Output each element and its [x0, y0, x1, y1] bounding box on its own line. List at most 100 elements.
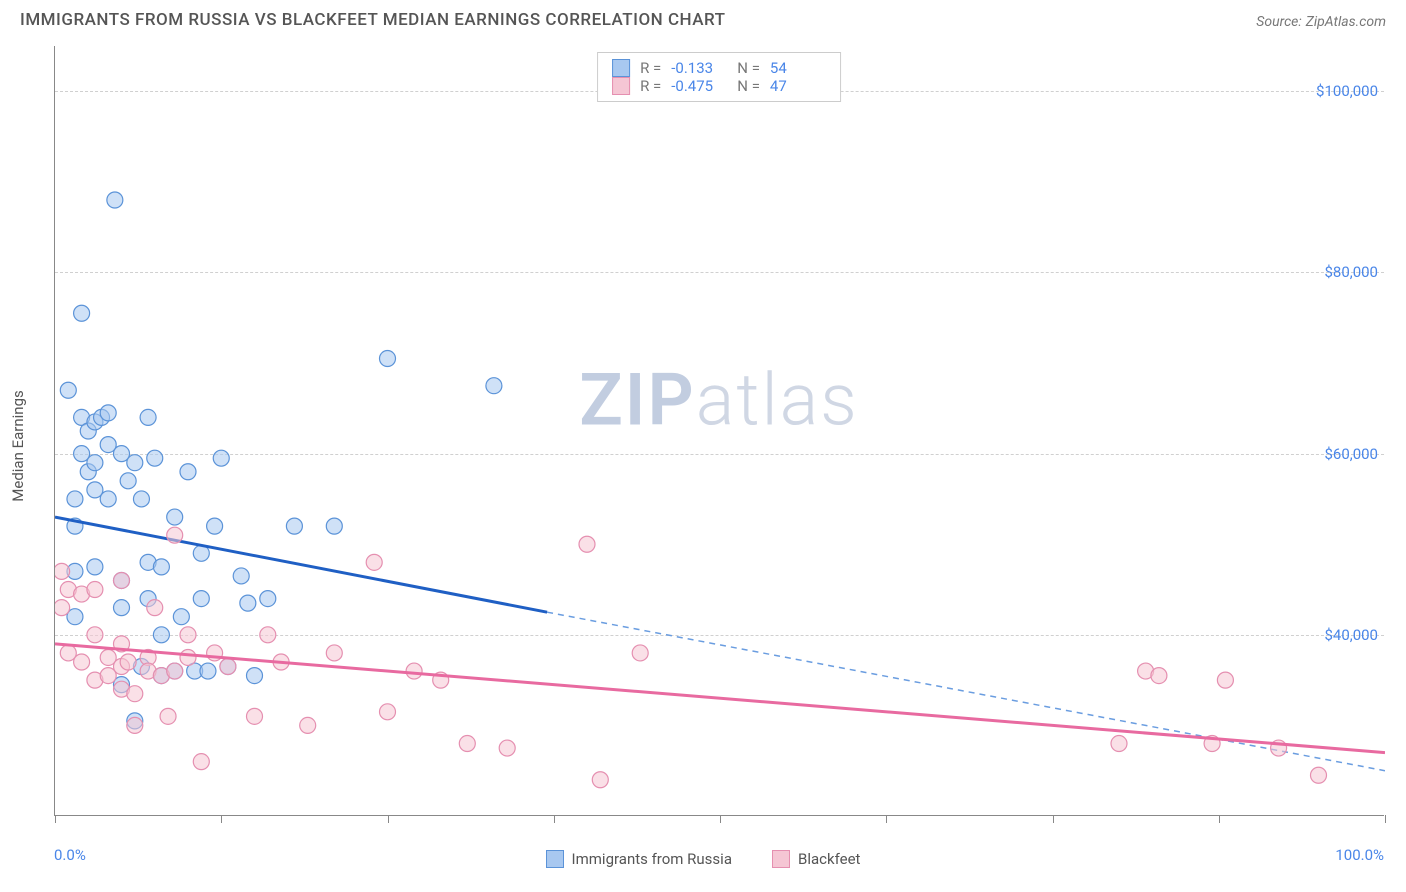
legend-n-label: N = [737, 59, 760, 77]
data-point-russia [147, 450, 163, 466]
x-tick [554, 815, 555, 823]
source-value: ZipAtlas.com [1306, 14, 1386, 30]
bottom-legend-item-blackfeet: Blackfeet [772, 850, 860, 868]
data-point-russia [180, 464, 196, 480]
data-point-russia [120, 473, 136, 489]
data-point-blackfeet [167, 663, 183, 679]
data-point-blackfeet [632, 645, 648, 661]
data-point-russia [247, 668, 263, 684]
legend-swatch [772, 850, 790, 868]
data-point-blackfeet [55, 563, 70, 579]
data-point-blackfeet [114, 572, 130, 588]
legend-r-value: -0.133 [671, 59, 727, 77]
data-point-blackfeet [326, 645, 342, 661]
x-tick [1219, 815, 1220, 823]
legend-n-value: 54 [770, 59, 826, 77]
data-point-blackfeet [180, 627, 196, 643]
data-point-blackfeet [87, 627, 103, 643]
data-point-russia [153, 627, 169, 643]
data-point-blackfeet [127, 686, 143, 702]
data-point-russia [114, 600, 130, 616]
data-point-blackfeet [579, 536, 595, 552]
x-tick [1053, 815, 1054, 823]
data-point-blackfeet [366, 554, 382, 570]
chart-title: IMMIGRANTS FROM RUSSIA VS BLACKFEET MEDI… [20, 10, 726, 30]
data-point-russia [127, 455, 143, 471]
data-point-blackfeet [300, 717, 316, 733]
data-point-blackfeet [1111, 736, 1127, 752]
data-point-blackfeet [127, 717, 143, 733]
data-point-russia [167, 509, 183, 525]
legend-r-label: R = [640, 77, 661, 95]
x-tick [1385, 815, 1386, 823]
data-point-blackfeet [1217, 672, 1233, 688]
data-point-blackfeet [592, 772, 608, 788]
data-point-russia [260, 591, 276, 607]
legend-r-value: -0.475 [671, 77, 727, 95]
x-tick [221, 815, 222, 823]
data-point-russia [100, 491, 116, 507]
data-point-blackfeet [1311, 767, 1327, 783]
data-point-russia [107, 192, 123, 208]
trend-line-dash-russia [547, 612, 1385, 771]
data-point-blackfeet [147, 600, 163, 616]
data-point-russia [67, 491, 83, 507]
x-tick [388, 815, 389, 823]
data-point-blackfeet [459, 736, 475, 752]
data-point-russia [74, 305, 90, 321]
data-point-blackfeet [87, 582, 103, 598]
legend-n-value: 47 [770, 77, 826, 95]
bottom-legend-item-russia: Immigrants from Russia [546, 850, 732, 868]
legend-swatch [546, 850, 564, 868]
data-point-russia [207, 518, 223, 534]
data-point-russia [87, 559, 103, 575]
data-point-russia [60, 382, 76, 398]
data-point-blackfeet [247, 708, 263, 724]
legend-label: Blackfeet [798, 850, 860, 868]
source-label: Source: [1256, 14, 1301, 30]
data-point-russia [140, 409, 156, 425]
data-point-blackfeet [167, 527, 183, 543]
plot-area: $40,000$60,000$80,000$100,000 ZIPatlas R… [54, 46, 1384, 816]
legend-n-label: N = [737, 77, 760, 95]
x-tick [886, 815, 887, 823]
x-tick [55, 815, 56, 823]
data-point-russia [173, 609, 189, 625]
source: Source: ZipAtlas.com [1256, 11, 1386, 30]
chart-svg [55, 46, 1385, 816]
x-tick [720, 815, 721, 823]
trend-line-blackfeet [55, 644, 1385, 753]
data-point-russia [133, 491, 149, 507]
legend-swatch [612, 77, 630, 95]
correlation-legend: R = -0.133 N = 54 R = -0.475 N = 47 [597, 52, 841, 102]
data-point-blackfeet [406, 663, 422, 679]
data-point-blackfeet [120, 654, 136, 670]
legend-r-label: R = [640, 59, 661, 77]
legend-label: Immigrants from Russia [572, 850, 732, 868]
data-point-russia [200, 663, 216, 679]
data-point-blackfeet [260, 627, 276, 643]
data-point-blackfeet [74, 654, 90, 670]
data-point-russia [486, 378, 502, 394]
data-point-blackfeet [55, 600, 70, 616]
data-point-blackfeet [193, 754, 209, 770]
data-point-russia [233, 568, 249, 584]
data-point-russia [213, 450, 229, 466]
legend-row-russia: R = -0.133 N = 54 [612, 59, 826, 77]
series-legend: Immigrants from Russia Blackfeet [0, 850, 1406, 868]
data-point-russia [380, 351, 396, 367]
data-point-russia [286, 518, 302, 534]
data-point-russia [153, 559, 169, 575]
data-point-blackfeet [499, 740, 515, 756]
legend-swatch [612, 59, 630, 77]
legend-row-blackfeet: R = -0.475 N = 47 [612, 77, 826, 95]
data-point-blackfeet [1151, 668, 1167, 684]
data-point-russia [100, 405, 116, 421]
y-axis-label: Median Earnings [9, 390, 27, 501]
data-point-blackfeet [160, 708, 176, 724]
data-point-russia [193, 591, 209, 607]
data-point-blackfeet [180, 649, 196, 665]
data-point-russia [240, 595, 256, 611]
data-point-russia [87, 455, 103, 471]
data-point-blackfeet [380, 704, 396, 720]
